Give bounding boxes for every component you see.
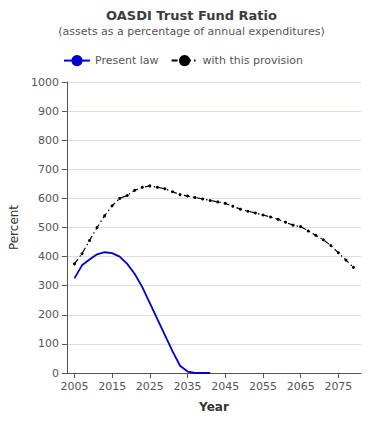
svg-text:600: 600 (38, 192, 59, 205)
svg-text:2035: 2035 (174, 380, 202, 393)
svg-text:200: 200 (38, 308, 59, 321)
svg-text:2025: 2025 (136, 380, 164, 393)
svg-text:Present law: Present law (95, 54, 159, 67)
svg-text:2055: 2055 (249, 380, 277, 393)
svg-text:500: 500 (38, 221, 59, 234)
svg-text:2005: 2005 (60, 380, 88, 393)
svg-text:Percent: Percent (7, 205, 21, 250)
svg-text:400: 400 (38, 250, 59, 263)
svg-text:0: 0 (52, 367, 59, 380)
svg-text:900: 900 (38, 105, 59, 118)
svg-text:2015: 2015 (98, 380, 126, 393)
svg-text:2045: 2045 (211, 380, 239, 393)
svg-text:800: 800 (38, 134, 59, 147)
svg-text:OASDI Trust Fund Ratio: OASDI Trust Fund Ratio (106, 8, 277, 23)
svg-text:100: 100 (38, 337, 59, 350)
svg-text:with this provision: with this provision (203, 54, 303, 67)
svg-text:2075: 2075 (324, 380, 352, 393)
svg-text:700: 700 (38, 163, 59, 176)
svg-text:2065: 2065 (287, 380, 315, 393)
svg-text:300: 300 (38, 279, 59, 292)
svg-text:1000: 1000 (31, 76, 59, 89)
svg-text:(assets as a percentage of ann: (assets as a percentage of annual expend… (58, 25, 324, 38)
svg-text:Year: Year (198, 400, 229, 414)
